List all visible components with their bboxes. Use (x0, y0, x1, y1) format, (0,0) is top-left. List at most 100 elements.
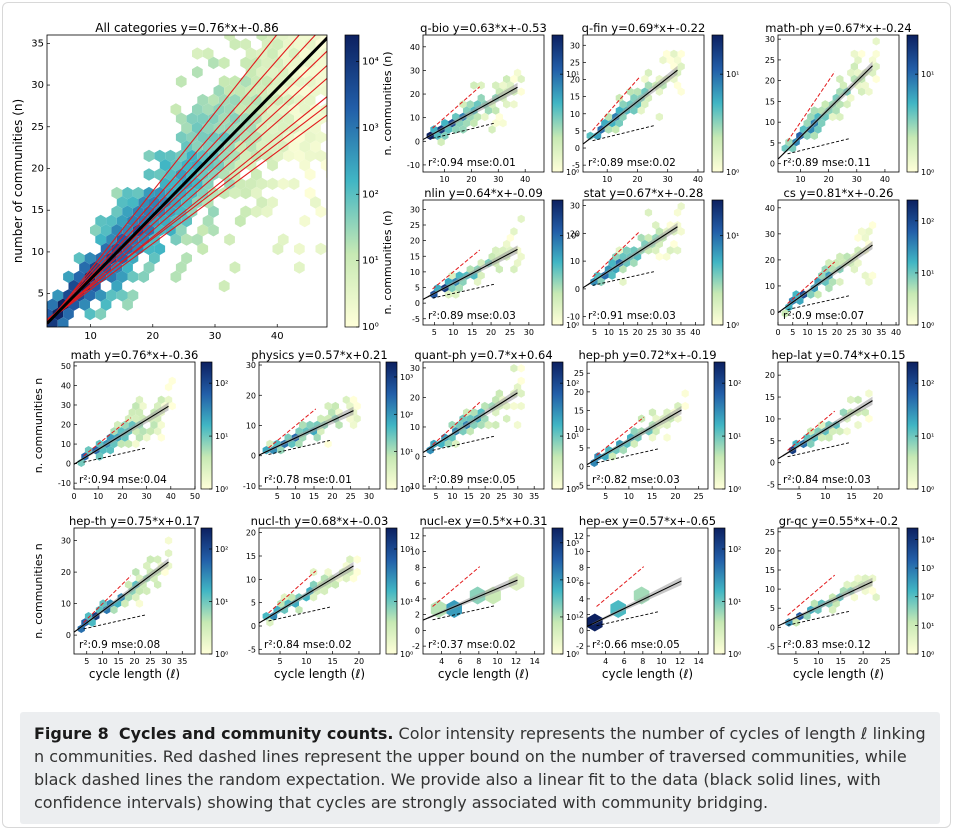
panel-stat: 5 10 15 20 25 30 35 40 -10 0 10 20 30 stat y=0.67*x+-… (567, 186, 739, 337)
hexbin (256, 121, 268, 135)
hexbin (473, 277, 482, 287)
hexbin (854, 56, 862, 65)
colorbar-tick-label: 10² (215, 545, 228, 554)
x-axis-label: cycle length (ℓ) (438, 667, 529, 681)
x-tick-label: 5 (277, 657, 282, 666)
hexbin (785, 137, 793, 147)
hexbin (655, 87, 663, 96)
hexbin (186, 131, 198, 144)
y-tick-label: 25 (410, 221, 420, 230)
hexbin (229, 149, 241, 163)
x-tick-label: 12 (511, 657, 521, 666)
random-expectation-line (787, 610, 850, 626)
hexbin (652, 221, 660, 230)
plot-area (423, 566, 525, 621)
colorbar-tick-label: 10¹ (215, 598, 228, 607)
hexbin (288, 47, 300, 60)
hexbin (304, 38, 316, 51)
hexbin (213, 103, 225, 116)
hexbin (294, 242, 305, 256)
y-tick-label: 0 (770, 623, 775, 632)
axes-frame (422, 527, 545, 655)
upper-bound-line (787, 574, 836, 616)
hexbin (295, 439, 303, 449)
hexbin (240, 56, 251, 70)
colorbar-tick-label: 10² (921, 379, 934, 388)
x-tick-label: 5 (790, 328, 795, 337)
hexbin (847, 68, 855, 77)
hexbin (121, 420, 129, 430)
hexbin (57, 317, 69, 327)
random-expectation-line (432, 435, 495, 451)
x-tick-label: 10 (291, 492, 301, 501)
hexbin (84, 612, 93, 621)
hexbin (192, 140, 203, 153)
hexbin (139, 427, 147, 436)
hexbin (792, 618, 800, 627)
hexbin (84, 307, 96, 321)
hexbin (197, 112, 209, 125)
hexbin (313, 433, 321, 442)
hexbin (135, 586, 144, 596)
hexbin (121, 599, 129, 608)
random-expectation-line (787, 138, 850, 155)
hexbin (122, 186, 133, 200)
hexbin (510, 401, 518, 411)
hexbin (644, 208, 653, 217)
y-tick-label: 40 (410, 43, 420, 52)
x-tick-label: 40 (166, 492, 176, 501)
y-tick-label: 0 (770, 459, 775, 468)
hexbin (677, 202, 685, 211)
upper-bound-line (596, 416, 645, 456)
hexbin (157, 395, 165, 404)
hexbin (517, 214, 525, 224)
y-tick-label: 20 (246, 529, 256, 538)
hexbin (331, 401, 339, 411)
hexbin (240, 75, 251, 88)
hexbin (132, 414, 140, 423)
colorbar-tick-label: 10⁰ (215, 650, 228, 659)
hexbin (234, 84, 246, 97)
x-tick-label: 20 (633, 328, 643, 337)
hexbin (139, 401, 147, 411)
fit-line (423, 392, 518, 454)
hexbin (868, 586, 877, 596)
upper-bound-line (432, 401, 481, 446)
hexbin (681, 389, 689, 398)
hexbin (353, 414, 361, 423)
hexbin (294, 56, 305, 70)
fit-line (778, 244, 873, 314)
fit-line (778, 581, 873, 627)
hexbin (154, 555, 162, 564)
hexbin (513, 68, 522, 77)
y-tick-label: 15 (410, 252, 420, 261)
hexbin (306, 420, 314, 430)
panel-gr-qc: 5 10 15 20 25 -5 0 5 10 15 20 25 gr-qc y=0.55*x+-0.2… (765, 514, 935, 681)
hexbin (181, 140, 192, 153)
hexbin (229, 93, 241, 107)
hexbin (229, 261, 241, 274)
hexbin (510, 227, 518, 236)
hexbin (128, 408, 136, 417)
hexbin (256, 140, 268, 153)
hexbin (143, 168, 155, 181)
hexbin (619, 265, 627, 274)
hexbin (818, 119, 826, 128)
hexbin (197, 131, 209, 144)
hexbin (110, 605, 118, 615)
hexbin (132, 439, 140, 449)
hexbin (127, 214, 139, 228)
hexbin (858, 49, 866, 59)
x-tick-label: 20 (670, 492, 680, 501)
hexbin (111, 186, 123, 200)
hexbin (452, 439, 460, 449)
hexbin (202, 47, 214, 60)
colorbar (385, 361, 398, 490)
x-tick-label: 15 (647, 492, 657, 501)
hexbin (277, 103, 289, 116)
hexbin (245, 84, 257, 97)
fit-line (259, 410, 354, 456)
x-tick-label: 30 (493, 175, 503, 184)
y-tick-label: -5 (572, 161, 580, 170)
hexbin (484, 420, 493, 430)
